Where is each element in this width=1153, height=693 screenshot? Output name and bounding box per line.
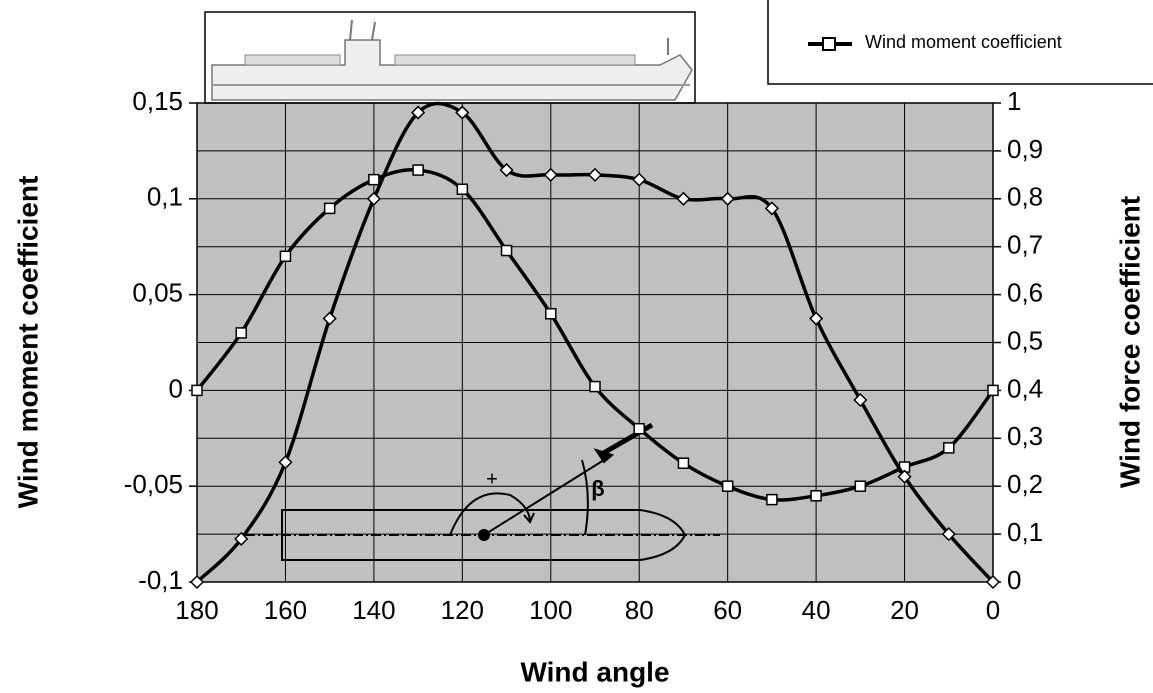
y-tick-label: 0,1: [147, 182, 183, 212]
point: [764, 201, 779, 216]
point: [235, 327, 247, 339]
point: [368, 173, 380, 186]
point: [323, 202, 336, 215]
y-tick-label: 0,05: [132, 277, 183, 307]
point: [766, 493, 778, 506]
wind-diagram: [245, 422, 720, 561]
point: [721, 480, 734, 492]
point: [189, 574, 205, 590]
x-tick-label: 180: [175, 595, 218, 625]
y-tick-label: 0,15: [132, 86, 183, 116]
point: [943, 442, 955, 454]
x-tick-label: 40: [802, 595, 831, 625]
point: [985, 574, 1001, 590]
x-tick-label: 80: [625, 595, 654, 625]
point: [366, 191, 381, 206]
point: [897, 469, 912, 484]
point: [279, 250, 292, 263]
x-tick-label: 20: [890, 595, 919, 625]
point: [810, 490, 822, 502]
point: [278, 455, 293, 470]
point: [853, 392, 868, 408]
point: [632, 172, 647, 187]
y-tick-label: -0,05: [124, 469, 183, 499]
point: [589, 380, 601, 393]
y2-tick-label: 0,8: [1007, 182, 1043, 212]
y2-tick-label: 0,4: [1007, 373, 1043, 403]
point: [633, 422, 645, 435]
x-tick-label: 60: [713, 595, 742, 625]
y2-tick-label: 0,7: [1007, 230, 1043, 260]
point: [854, 480, 867, 492]
point: [500, 244, 513, 257]
plot-frame: [196, 102, 994, 583]
point: [455, 105, 470, 120]
legend-label: Wind moment coefficient: [865, 32, 1062, 52]
x-tick-label: 140: [352, 595, 395, 625]
point: [987, 384, 999, 397]
y2-tick-label: 0,9: [1007, 134, 1043, 164]
x-tick-label: 100: [529, 595, 572, 625]
point: [412, 164, 424, 176]
point: [234, 531, 249, 546]
point: [499, 162, 514, 178]
point: [587, 167, 603, 182]
y2-tick-label: 0,1: [1007, 517, 1043, 547]
point: [411, 105, 426, 120]
point: [941, 527, 956, 542]
y2-tick-label: 0,5: [1007, 325, 1043, 355]
point: [191, 384, 203, 397]
x-tick-label: 160: [264, 595, 307, 625]
legend: Wind moment coefficient: [767, 0, 1153, 85]
point: [676, 191, 691, 206]
annotation: +: [486, 468, 498, 490]
ship-picture: [204, 11, 696, 104]
y2-tick-label: 0,2: [1007, 469, 1043, 499]
y-axis-title: Wind moment coefficient: [12, 176, 43, 509]
y-tick-label: -0,1: [138, 565, 183, 595]
x-tick-label: 0: [986, 595, 1000, 625]
point: [456, 183, 469, 195]
point: [720, 191, 735, 206]
y2-tick-label: 0,6: [1007, 277, 1043, 307]
point: [545, 308, 557, 320]
y2-tick-label: 1: [1007, 86, 1021, 116]
point: [809, 311, 824, 326]
point: [543, 167, 558, 182]
x-tick-label: 120: [441, 595, 484, 625]
y2-axis-title: Wind force coefficient: [1114, 196, 1145, 488]
annotation: β: [591, 476, 604, 501]
x-axis-title: Wind angle: [520, 656, 669, 687]
y-tick-label: 0: [169, 373, 183, 403]
y2-tick-label: 0: [1007, 565, 1021, 595]
y2-tick-label: 0,3: [1007, 421, 1043, 451]
point: [322, 311, 337, 326]
point: [677, 457, 690, 469]
